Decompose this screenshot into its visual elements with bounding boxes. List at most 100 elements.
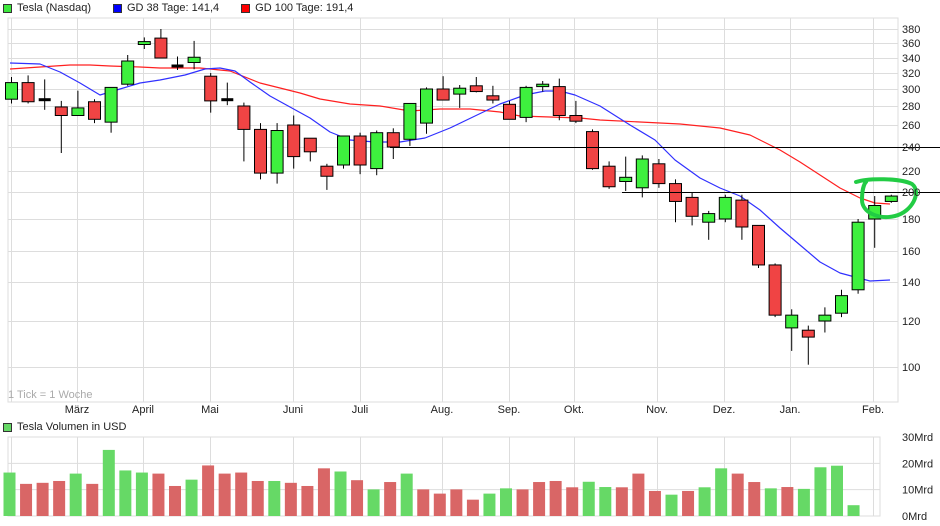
volume-bar <box>533 482 546 516</box>
candle <box>552 78 566 121</box>
volume-bar <box>169 485 181 516</box>
volume-bar <box>433 493 446 516</box>
candle <box>503 100 516 120</box>
volume-bar <box>251 480 264 516</box>
candle <box>851 219 865 294</box>
candle <box>403 102 417 146</box>
svg-text:10Mrd: 10Mrd <box>902 485 933 497</box>
volume-bar <box>367 489 380 516</box>
candle <box>536 81 550 92</box>
candle <box>320 163 334 190</box>
volume-legend-swatch <box>3 422 12 432</box>
svg-text:20Mrd: 20Mrd <box>902 458 933 470</box>
volume-bar <box>516 489 529 516</box>
volume-bar <box>36 482 49 516</box>
volume-bar <box>450 489 463 516</box>
volume-bar <box>235 472 248 516</box>
candle <box>519 85 533 123</box>
volume-grid <box>7 436 881 517</box>
volume-bar <box>500 488 512 516</box>
volume-bar <box>301 485 314 516</box>
legend-swatch-ma38 <box>112 3 122 13</box>
legend-swatch-ma100 <box>241 3 251 13</box>
price-grid <box>7 17 899 403</box>
svg-text:Jan.: Jan. <box>780 404 801 416</box>
candle <box>171 56 184 70</box>
candle <box>602 161 616 189</box>
svg-text:320: 320 <box>902 68 920 80</box>
svg-text:340: 340 <box>902 53 920 65</box>
svg-text:Nov.: Nov. <box>646 404 668 416</box>
legend-item-stock: Tesla (Nasdaq) <box>3 1 91 15</box>
candle <box>486 85 500 104</box>
candle <box>88 99 101 124</box>
candle <box>436 76 450 101</box>
volume-bar <box>599 487 612 516</box>
volume-bar <box>119 470 132 516</box>
volume-bar <box>152 473 165 516</box>
candle <box>569 100 583 124</box>
volume-bar <box>351 480 364 516</box>
volume-bar <box>549 480 562 516</box>
candle <box>104 86 118 133</box>
volume-bar <box>102 449 115 516</box>
legend-label-stock: Tesla (Nasdaq) <box>17 2 91 14</box>
volume-bar <box>781 487 794 516</box>
volume-bar <box>20 483 33 516</box>
candle <box>38 79 51 110</box>
svg-text:Dez.: Dez. <box>713 404 736 416</box>
candle <box>303 137 317 162</box>
candle <box>71 90 85 117</box>
volume-bar <box>483 493 496 516</box>
volume-bar <box>682 490 695 516</box>
svg-text:Feb.: Feb. <box>862 404 884 416</box>
svg-text:Juli: Juli <box>352 404 369 416</box>
volume-bar <box>218 473 231 516</box>
candle <box>735 194 749 240</box>
volume-bar <box>648 490 661 516</box>
candle <box>801 325 815 365</box>
volume-legend-label: Tesla Volumen in USD <box>17 421 127 433</box>
volume-bar <box>334 471 347 516</box>
legend-swatch-stock <box>3 3 12 13</box>
svg-text:120: 120 <box>902 316 920 328</box>
candle <box>21 75 35 104</box>
volume-y-axis: 0Mrd 10Mrd 20Mrd 30Mrd <box>902 432 933 523</box>
tick-note: 1 Tick = 1 Woche <box>8 389 92 401</box>
volume-legend: Tesla Volumen in USD <box>3 421 126 433</box>
candle <box>370 130 384 176</box>
volume-bar <box>69 473 82 516</box>
volume-bar <box>847 505 860 516</box>
svg-text:30Mrd: 30Mrd <box>902 432 933 444</box>
price-y-axis: 100 120 140 160 180 200 220 240 260 280 300 320 340 3… <box>902 24 920 374</box>
candle <box>453 85 467 108</box>
candle <box>785 309 799 351</box>
svg-text:April: April <box>132 404 154 416</box>
candle <box>204 73 218 113</box>
volume-bar <box>53 480 66 516</box>
candle <box>237 102 251 162</box>
candle <box>702 210 716 240</box>
candle <box>137 37 151 49</box>
volume-bar <box>731 473 744 516</box>
month-x-axis: März April Mai Juni Juli Aug. Sep. Okt. Nov. Dez.… <box>65 404 884 416</box>
volume-bar <box>384 482 397 516</box>
candle <box>469 77 483 93</box>
svg-text:Aug.: Aug. <box>431 404 454 416</box>
volume-bar <box>831 465 843 516</box>
candle <box>652 159 666 188</box>
svg-text:160: 160 <box>902 246 920 258</box>
volume-bar <box>566 487 579 516</box>
candle <box>685 192 699 226</box>
volume-bar <box>3 472 16 516</box>
candle <box>768 263 782 318</box>
svg-text:280: 280 <box>902 101 920 113</box>
candle <box>187 40 201 70</box>
volume-bar <box>764 488 777 516</box>
volume-bar <box>268 480 281 516</box>
volume-bar <box>284 482 297 516</box>
svg-text:140: 140 <box>902 277 920 289</box>
candle <box>619 156 633 191</box>
legend-item-ma38: GD 38 Tage: 141,4 <box>112 1 219 15</box>
svg-text:360: 360 <box>902 38 920 50</box>
